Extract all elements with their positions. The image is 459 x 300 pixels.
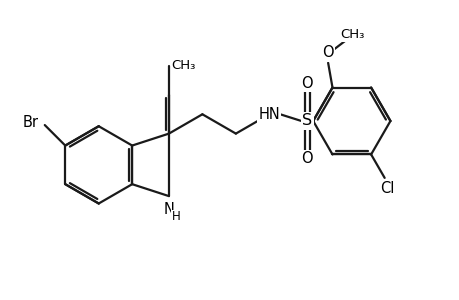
Text: N: N — [163, 202, 174, 217]
Text: Cl: Cl — [379, 181, 393, 196]
Text: CH₃: CH₃ — [171, 59, 196, 73]
Text: O: O — [301, 76, 313, 91]
Text: S: S — [302, 113, 312, 128]
Text: CH₃: CH₃ — [339, 28, 364, 41]
Text: H: H — [172, 210, 180, 224]
Text: HN: HN — [258, 107, 280, 122]
Text: Br: Br — [23, 115, 39, 130]
Text: O: O — [322, 45, 333, 60]
Text: O: O — [301, 152, 313, 166]
